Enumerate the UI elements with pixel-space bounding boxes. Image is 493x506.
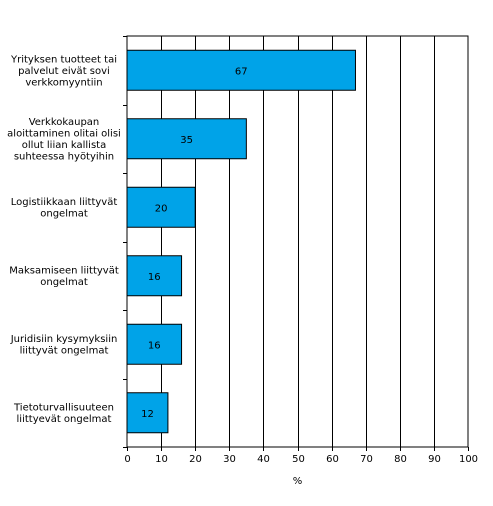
x-tick-label: 20: [189, 454, 202, 465]
x-tick-label: 0: [124, 454, 130, 465]
bar: [126, 255, 183, 297]
bar: [126, 49, 356, 91]
category-label-line: liittyvät ongelmat: [20, 346, 109, 357]
value-labels: 67 35 20 16 16 12: [141, 66, 248, 420]
value-label: 67: [235, 66, 248, 77]
category-label-line: Verkkokaupan: [29, 117, 100, 128]
x-tick-label: 40: [257, 454, 270, 465]
x-tick-label: 60: [326, 454, 339, 465]
category-label: Yrityksen tuotteet tai palvelut eivät sov…: [10, 54, 117, 88]
category-label-line: verkkomyyntiin: [25, 77, 102, 88]
x-tick-label: 50: [292, 454, 305, 465]
x-tick-label: 100: [459, 454, 478, 465]
category-labels: Yrityksen tuotteet tai palvelut eivät sov…: [7, 54, 121, 425]
category-label-line: Yrityksen tuotteet tai: [10, 54, 117, 65]
x-tick-label: 90: [428, 454, 441, 465]
x-tick-label: 80: [394, 454, 407, 465]
category-label-line: Juridisiin kysymyksiin: [10, 334, 118, 345]
category-label: Tietoturvallisuuteen liittyevät ongelmat: [13, 403, 114, 426]
category-label-line: Maksamiseen liittyvät: [9, 266, 119, 277]
grid-lines: [161, 36, 435, 447]
category-label: Maksamiseen liittyvät ongelmat: [9, 266, 119, 289]
x-tick-label: 70: [360, 454, 373, 465]
value-label: 20: [155, 203, 168, 214]
category-label-line: ongelmat: [40, 209, 88, 220]
axes: [123, 35, 469, 451]
bar: [126, 392, 169, 434]
value-label: 35: [180, 135, 193, 146]
x-tick-label: 10: [155, 454, 168, 465]
bars: [126, 49, 356, 434]
category-label-line: ollut liian kallista: [22, 140, 106, 151]
bar: [126, 323, 183, 365]
x-axis-title: %: [293, 476, 303, 487]
category-label: Logistiikkaan liittyvät ongelmat: [11, 197, 118, 220]
category-label-line: liittyevät ongelmat: [17, 414, 112, 425]
category-label: Verkkokaupan aloittaminen olitai olisi oll…: [7, 117, 121, 163]
category-label-line: Logistiikkaan liittyvät: [11, 197, 118, 208]
category-label-line: ongelmat: [40, 277, 88, 288]
category-label: Juridisiin kysymyksiin liittyvät ongelmat: [10, 334, 118, 357]
x-tick-labels: 0 10 20 30 40 50 60 70 80 90 100: [124, 454, 478, 465]
category-label-line: suhteessa hyötyihin: [14, 152, 114, 163]
x-tick-label: 30: [223, 454, 236, 465]
bar: [126, 186, 196, 228]
value-label: 16: [148, 272, 161, 283]
value-label: 16: [148, 340, 161, 351]
category-label-line: palvelut eivät sovi: [18, 66, 110, 77]
category-label-line: Tietoturvallisuuteen: [13, 403, 114, 414]
value-label: 12: [141, 409, 154, 420]
category-label-line: aloittaminen olitai olisi: [7, 129, 121, 140]
plot-frame: [126, 35, 469, 448]
